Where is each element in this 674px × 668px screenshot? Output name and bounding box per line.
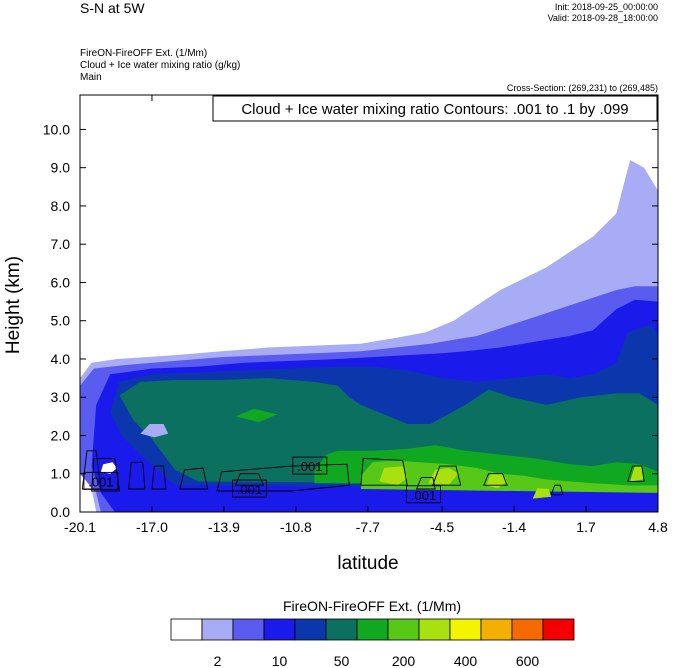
extinction-region-8 — [379, 466, 408, 486]
x-tick-label: -4.5 — [430, 519, 454, 535]
colorbar — [170, 618, 575, 641]
mixing-ratio-contour-layer: .001 .001 .001 .001 — [81, 450, 645, 504]
colorbar-title: FireON-FireOFF Ext. (1/Mm) — [283, 598, 461, 614]
contour-line-10 — [483, 473, 508, 486]
x-tick-label: -17.0 — [136, 519, 168, 535]
extinction-region-13 — [140, 424, 169, 438]
extinction-fill-layer — [80, 160, 658, 512]
contour-line-5 — [216, 463, 350, 492]
y-tick-label: 8.0 — [51, 198, 71, 214]
contour-label: .001 — [297, 459, 322, 474]
y-tick-label: 5.0 — [51, 313, 71, 329]
init-time: Init: 2018-09-25_00:00:00 — [554, 2, 658, 12]
contour-label-box-2 — [292, 456, 328, 475]
plot-frame — [79, 94, 659, 513]
chart-title: Cloud + Ice water mixing ratio Contours:… — [241, 101, 628, 118]
colorbar-label: 600 — [516, 653, 540, 668]
contour-line-4 — [179, 467, 209, 490]
field-label-extinction: FireON-FireOFF Ext. (1/Mm) — [80, 48, 208, 59]
contour-line-7 — [360, 457, 408, 486]
x-tick-label: -13.9 — [208, 519, 240, 535]
x-tick-label: -1.4 — [502, 519, 526, 535]
x-tick-label: -10.8 — [280, 519, 312, 535]
y-tick-label: 3.0 — [51, 389, 71, 405]
contour-label-box-1 — [232, 479, 267, 498]
colorbar-swatch — [480, 618, 513, 641]
x-tick-label: 1.7 — [576, 519, 596, 535]
y-tick-label: 7.0 — [51, 236, 71, 252]
extinction-region-11 — [532, 488, 552, 499]
colorbar-label: 400 — [454, 653, 478, 668]
y-tick-label: 0.0 — [51, 504, 71, 520]
colorbar-label: 10 — [272, 653, 288, 668]
colorbar-swatch — [201, 618, 234, 641]
colorbar-labels: 2 10 50 200 400 600 — [214, 653, 540, 668]
y-tick-label: 6.0 — [51, 274, 71, 290]
y-axis-ticks: 0.0 1.0 2.0 3.0 4.0 5.0 6.0 7.0 8.0 9.0 10.0 — [43, 121, 658, 520]
x-tick-label: -20.1 — [64, 519, 96, 535]
x-tick-label: -7.7 — [356, 519, 380, 535]
colorbar-swatch — [294, 618, 327, 641]
contour-line-9 — [432, 465, 462, 486]
colorbar-swatch — [325, 618, 358, 641]
valid-time: Valid: 2018-09-28_18:00:00 — [547, 13, 658, 23]
contour-line-6 — [234, 473, 265, 486]
plot-title: S-N at 5W — [80, 0, 145, 16]
x-axis-label: latitude — [337, 553, 398, 574]
contour-label: .001 — [411, 488, 436, 503]
chart-title-box: Cloud + Ice water mixing ratio Contours:… — [212, 95, 658, 122]
extinction-region-12 — [630, 466, 645, 482]
contour-line-3 — [151, 465, 167, 490]
x-tick-label: 4.8 — [648, 519, 668, 535]
extinction-region-9 — [428, 468, 459, 485]
contour-label: .001 — [237, 482, 262, 497]
colorbar-swatch — [418, 618, 451, 641]
contour-label-box-3 — [406, 485, 442, 504]
extinction-region-14 — [100, 462, 118, 474]
colorbar-swatch — [511, 618, 544, 641]
contour-line-1 — [91, 457, 121, 492]
colorbar-swatch — [449, 618, 482, 641]
y-tick-label: 4.0 — [51, 351, 71, 367]
contour-label: .001 — [88, 474, 113, 489]
contour-line-2 — [128, 461, 146, 490]
colorbar-swatch — [356, 618, 389, 641]
contour-label-box-0 — [83, 471, 119, 490]
contour-line-8 — [415, 477, 436, 490]
y-tick-label: 9.0 — [51, 160, 71, 176]
cross-section-label: Cross-Section: (269,231) to (269,485) — [506, 83, 658, 93]
colorbar-swatch — [263, 618, 296, 641]
contour-line-12 — [627, 465, 645, 482]
colorbar-swatch — [232, 618, 265, 641]
y-tick-label: 1.0 — [51, 466, 71, 482]
y-tick-label: 2.0 — [51, 427, 71, 443]
extinction-region-6 — [235, 408, 278, 423]
contour-line-11 — [550, 484, 564, 496]
field-label-domain: Main — [80, 72, 102, 83]
colorbar-swatch — [387, 618, 420, 641]
y-axis-label: Height (km) — [3, 256, 24, 354]
extinction-region-10 — [486, 473, 508, 489]
colorbar-swatch — [542, 618, 575, 641]
field-label-mixing-ratio: Cloud + Ice water mixing ratio (g/kg) — [80, 60, 241, 71]
colorbar-label: 50 — [334, 653, 350, 668]
colorbar-label: 2 — [214, 653, 222, 668]
colorbar-swatch — [170, 618, 203, 641]
y-tick-label: 10.0 — [43, 121, 70, 137]
colorbar-label: 200 — [392, 653, 416, 668]
